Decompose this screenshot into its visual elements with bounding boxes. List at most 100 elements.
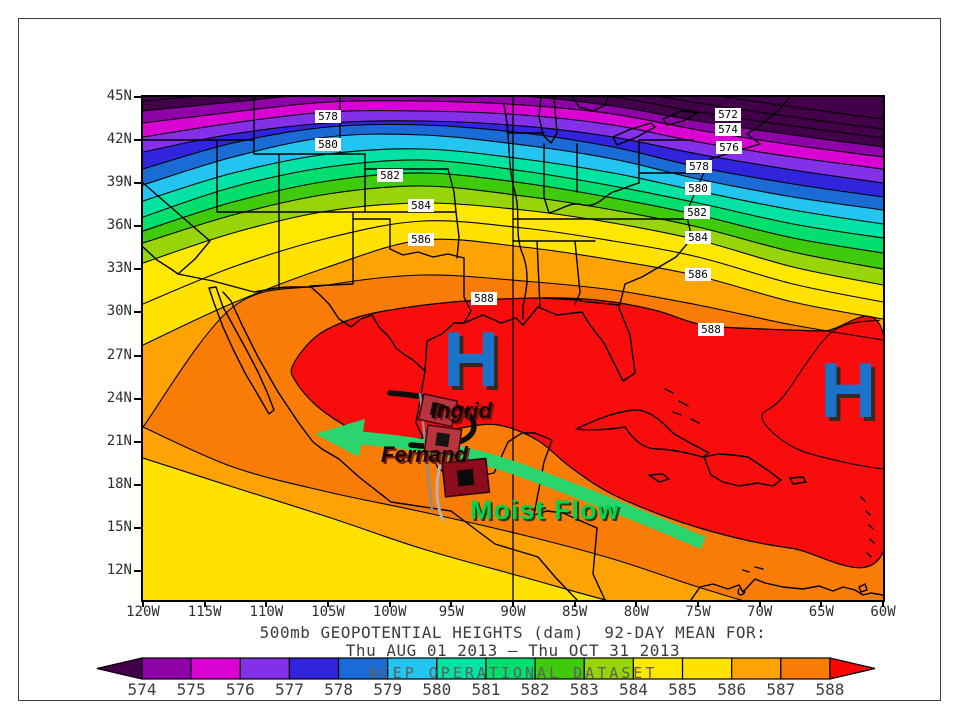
longitude-tick <box>203 601 206 607</box>
colorbar-left-arrow <box>96 657 143 680</box>
longitude-tick-label: 60W <box>870 604 896 620</box>
contour-line-586 <box>143 238 883 346</box>
latitude-tick-label: 39N <box>106 174 132 191</box>
lesser-antilles-islands <box>742 496 875 573</box>
high-pressure-symbol-atlantic: H <box>820 346 877 434</box>
colorbar-tick-label: 577 <box>275 680 304 699</box>
latitude-tick <box>134 569 141 572</box>
moist-flow-arrow-head <box>315 419 365 457</box>
contour-line-576 <box>143 110 883 170</box>
contour-line-583 <box>143 185 883 270</box>
contour-line-573 <box>143 97 883 139</box>
colorbar-tick-label: 587 <box>766 680 795 699</box>
latitude-tick-label: 24N <box>106 389 132 406</box>
contour-value-label: 572 <box>715 108 741 121</box>
map-plot-area: 578 580 582 584 586 588 572 574 576 578 580 582 584 5… <box>141 95 885 602</box>
storm-label-ingrid: Ingrid <box>431 398 493 423</box>
ohio-river <box>548 182 640 214</box>
mississippi-river <box>503 104 528 320</box>
longitude-tick <box>820 601 823 607</box>
map-title: 500mb GEOPOTENTIAL HEIGHTS (dam) 92-DAY … <box>259 623 767 642</box>
great-lakes-outlines <box>538 97 698 146</box>
contour-value-label: 582 <box>377 169 403 182</box>
latitude-tick-label: 30N <box>106 303 132 320</box>
latitude-tick-label: 15N <box>106 518 132 535</box>
hispaniola-outline <box>703 453 782 487</box>
contour-value-label: 582 <box>684 206 710 219</box>
band-south-yellow <box>143 458 606 600</box>
latitude-tick <box>134 225 141 228</box>
colorbar-tick-label: 575 <box>177 680 206 699</box>
longitude-tick-label: 100W <box>372 604 407 620</box>
latitude-tick <box>134 311 141 314</box>
hurricane-flags <box>417 392 491 522</box>
contour-value-label: 586 <box>408 233 434 246</box>
contour-line-585 <box>143 220 883 305</box>
latitude-tick-label: 42N <box>106 131 132 148</box>
high-pressure-symbol-gulf: H <box>443 315 500 403</box>
colorbar-tick-label: 576 <box>226 680 255 699</box>
contour-value-label: 576 <box>716 141 742 154</box>
us-west-coast-and-mexico-border <box>143 246 426 372</box>
contour-line-580 <box>143 148 883 225</box>
longitude-tick-label: 110W <box>249 604 284 620</box>
latitude-tick <box>134 268 141 271</box>
flag-pole-fernand <box>435 464 445 522</box>
latitude-tick-label: 12N <box>106 561 132 578</box>
page-border-frame <box>18 18 941 701</box>
longitude-tick <box>388 601 391 607</box>
latitude-tick-label: 27N <box>106 346 132 363</box>
contour-line-577 <box>143 120 883 184</box>
hurricane-flag-icon <box>441 457 491 498</box>
jamaica-outline <box>648 473 670 483</box>
longitude-tick <box>882 601 885 607</box>
contour-line-574 <box>143 97 883 148</box>
midwest-state-borders <box>506 132 578 214</box>
south-america-coastline <box>690 578 883 600</box>
colorbar-tick-label: 585 <box>668 680 697 699</box>
longitude-tick <box>142 601 144 607</box>
longitude-tick-label: 75W <box>685 604 711 620</box>
latitude-tick-label: 36N <box>106 217 132 234</box>
contour-line-575 <box>143 100 883 158</box>
contour-value-label: 588 <box>471 292 497 305</box>
contour-value-label: 584 <box>685 231 711 244</box>
latitude-tick <box>134 96 141 98</box>
hurricane-flag-icon <box>417 393 459 428</box>
eastern-state-borders <box>512 139 700 308</box>
latitude-tick <box>134 526 141 529</box>
contour-value-label: 584 <box>408 199 434 212</box>
colorbar-tick-label: 579 <box>373 680 402 699</box>
latitude-tick <box>134 139 141 142</box>
latitude-tick-label: 21N <box>106 432 132 449</box>
contour-line-584 <box>143 202 883 286</box>
longitude-tick <box>573 601 576 607</box>
contour-lines <box>143 97 883 600</box>
contour-value-label: 578 <box>315 110 341 123</box>
colorbar: 574 575 576 577 578 579 580 581 582 583 584 585 586 5… <box>96 657 876 699</box>
puerto-rico-outline <box>789 476 807 485</box>
longitude-tick <box>758 601 761 607</box>
contour-value-label: 574 <box>715 123 741 136</box>
longitude-tick <box>327 601 329 607</box>
colorbar-tick-label: 582 <box>521 680 550 699</box>
moist-flow-label: Moist Flow <box>470 495 620 525</box>
longitude-tick <box>635 601 638 607</box>
longitude-tick-label: 120W <box>126 604 160 620</box>
latitude-tick <box>134 483 141 486</box>
contour-line-589 <box>761 319 883 470</box>
longitude-tick <box>265 601 268 607</box>
contour-value-label: 580 <box>315 138 341 151</box>
longitude-tick-label: 80W <box>623 604 649 620</box>
band-above-588 <box>291 297 883 568</box>
longitude-tick-label: 90W <box>500 604 526 620</box>
california-nevada-border <box>143 182 211 275</box>
contour-value-label: 586 <box>685 268 711 281</box>
contour-value-label: 580 <box>685 182 711 195</box>
colorbar-tick-label: 588 <box>816 680 845 699</box>
contour-line-586-south <box>143 457 608 600</box>
contour-line-587-south <box>143 426 743 600</box>
contour-line-581 <box>143 159 883 239</box>
contour-value-label: 578 <box>686 160 712 173</box>
